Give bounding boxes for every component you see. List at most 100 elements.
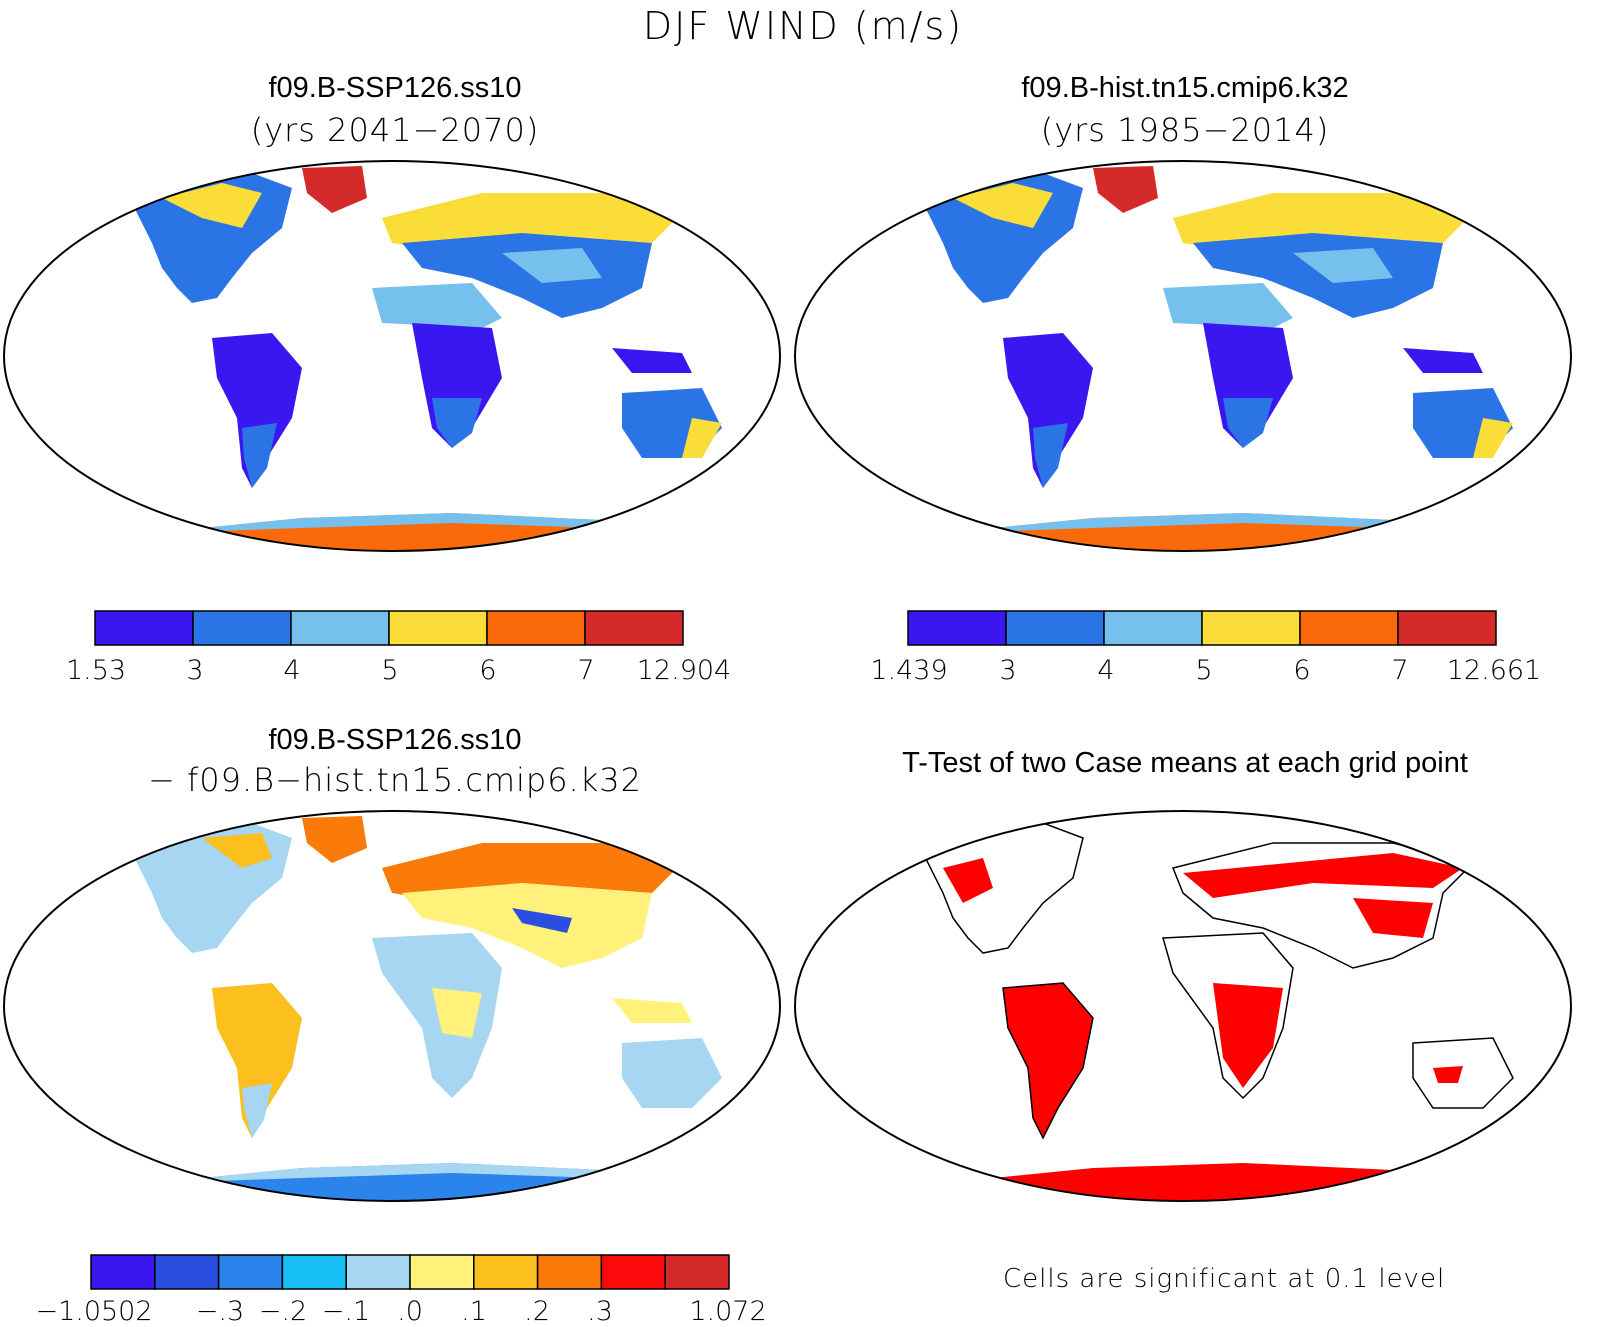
africa-region (1203, 323, 1293, 448)
colorbar-future (94, 610, 684, 646)
eurasia-north-band (382, 843, 682, 898)
colorbar-swatch (473, 1254, 539, 1290)
colorbar-swatch (1397, 610, 1497, 646)
africa-region (412, 323, 502, 448)
map-future (3, 160, 781, 552)
south-america-region (1003, 333, 1093, 488)
tick-label: 3 (186, 655, 204, 686)
africa-significant (1213, 983, 1283, 1088)
colorbar-swatch (290, 610, 390, 646)
tick-label: 12.661 (1446, 655, 1542, 686)
eurasia-significant (1183, 853, 1463, 898)
map-historical (794, 160, 1572, 552)
tick-label: 5 (381, 655, 399, 686)
tick-label: 1.53 (65, 655, 127, 686)
colorbar-swatch (217, 1254, 284, 1290)
tick-label: 3 (999, 655, 1017, 686)
tick-label: 4 (283, 655, 301, 686)
south-america-region (212, 983, 302, 1138)
colorbar-swatch (1103, 610, 1203, 646)
colorbar-historical (907, 610, 1497, 646)
map-ttest (794, 810, 1572, 1202)
south-america-south (242, 1083, 272, 1138)
tick-label: 7 (1391, 655, 1409, 686)
eurasia-region (1193, 233, 1443, 318)
panel-difference-subtitle: − f09.B−hist.tn15.cmip6.k32 (148, 761, 642, 799)
tick-label: 1.439 (870, 655, 948, 686)
eurasia-north-band (1173, 193, 1473, 248)
ttest-footnote: Cells are significant at 0.1 level (1003, 1264, 1446, 1294)
tick-label: 7 (577, 655, 595, 686)
panel-historical-subtitle: (yrs 1985−2014) (1040, 111, 1330, 149)
colorbar-swatch (409, 1254, 475, 1290)
colorbar-swatch (664, 1254, 730, 1290)
tick-label: .0 (397, 1296, 423, 1327)
north-america-highwind (953, 183, 1053, 228)
australia-significant (1433, 1066, 1463, 1083)
colorbar-swatch (388, 610, 488, 646)
south-america-south (1033, 423, 1068, 488)
tick-label: −1.0502 (35, 1296, 153, 1327)
colorbar-swatch (345, 1254, 411, 1290)
significant-area (943, 858, 993, 903)
panel-ttest-title: T-Test of two Case means at each grid po… (902, 747, 1468, 779)
tick-label: 6 (479, 655, 497, 686)
antarctica-edge (943, 513, 1493, 536)
tick-label: 12.904 (636, 655, 732, 686)
colorbar-swatch (94, 610, 194, 646)
africa-north (372, 283, 502, 328)
eurasia-region (402, 883, 652, 968)
colorbar-swatch (486, 610, 586, 646)
panel-historical-title: f09.B-hist.tn15.cmip6.k32 (1021, 72, 1349, 104)
panel-future-title: f09.B-SSP126.ss10 (268, 72, 522, 104)
asia-mid (502, 248, 602, 283)
australia-east (682, 418, 722, 458)
tick-label: .2 (524, 1296, 550, 1327)
south-america-significant (1002, 982, 1094, 1140)
greenland-region (302, 166, 367, 213)
africa-region (372, 933, 502, 1098)
colorbar-swatch (1005, 610, 1105, 646)
south-america-south (242, 423, 277, 488)
tick-label: 4 (1097, 655, 1115, 686)
colorbar-swatch (90, 1254, 156, 1290)
antarctica-edge (152, 513, 702, 536)
north-america-positive (202, 833, 272, 868)
africa-south (432, 398, 482, 448)
australia-outline (1412, 1037, 1514, 1109)
south-america-region (212, 333, 302, 488)
colorbar-swatch (584, 610, 684, 646)
tick-label: −.1 (321, 1296, 371, 1327)
tick-label: 5 (1195, 655, 1213, 686)
tick-label: 6 (1293, 655, 1311, 686)
colorbar-swatch (536, 1254, 603, 1290)
indonesia-region (1403, 348, 1483, 373)
africa-south (1223, 398, 1273, 448)
map-difference (3, 810, 781, 1202)
colorbar-swatch (1299, 610, 1399, 646)
greenland-region (302, 816, 367, 863)
north-america-highwind (162, 183, 262, 228)
asia-mid (1293, 248, 1393, 283)
australia-region (622, 1038, 722, 1108)
indonesia-region (612, 998, 692, 1023)
tibet-negative (512, 908, 572, 933)
figure-title: DJF WIND (m/s) (642, 4, 964, 48)
africa-positive (432, 988, 482, 1038)
africa-north (1163, 283, 1293, 328)
asia-significant (1353, 898, 1433, 938)
tick-label: 1.072 (689, 1296, 767, 1327)
eurasia-north-band (382, 193, 682, 248)
tick-label: −.3 (195, 1296, 245, 1327)
colorbar-swatch (600, 1254, 666, 1290)
panel-future-subtitle: (yrs 2041−2070) (250, 111, 540, 149)
greenland-region (1093, 166, 1158, 213)
eurasia-region (402, 233, 652, 318)
colorbar-swatch (907, 610, 1007, 646)
antarctica-edge (152, 1163, 702, 1186)
australia-east (1473, 418, 1513, 458)
colorbar-swatch (154, 1254, 220, 1290)
colorbar-difference (90, 1254, 730, 1290)
indonesia-region (612, 348, 692, 373)
colorbar-swatch (1201, 610, 1301, 646)
